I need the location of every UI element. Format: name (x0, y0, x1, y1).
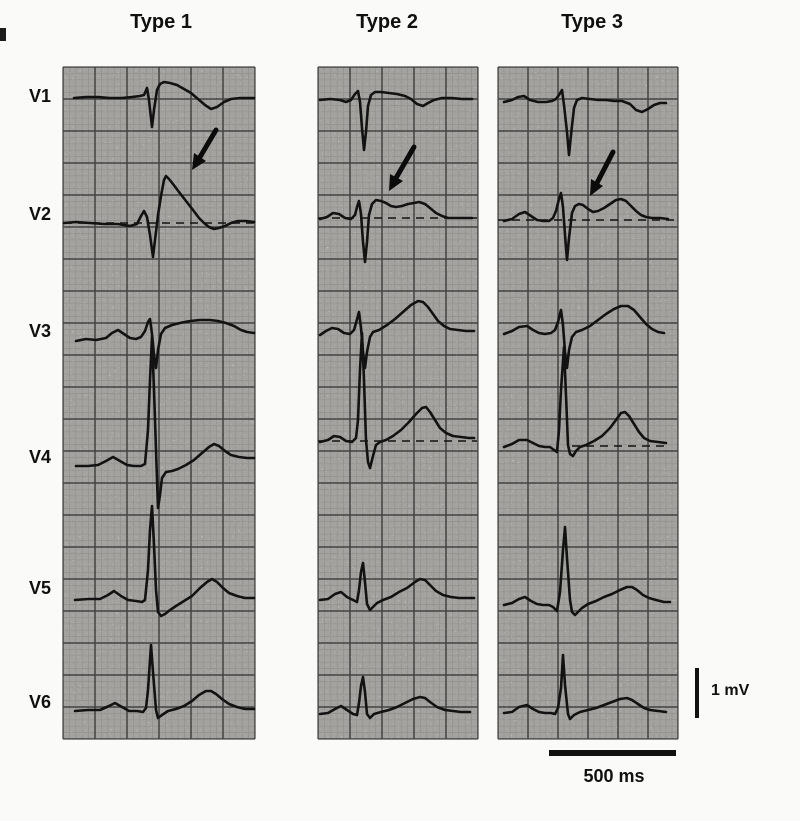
column-title-type3: Type 3 (561, 11, 623, 33)
ecg-panel-type1 (62, 66, 256, 740)
scan-noise-overlay (63, 67, 255, 739)
lead-label-v5: V5 (28, 578, 52, 598)
lead-label-v6: V6 (28, 692, 52, 712)
ecg-panel-type3 (497, 66, 679, 740)
scan-noise-overlay (318, 67, 478, 739)
column-title-type2: Type 2 (356, 11, 418, 33)
lead-label-v4: V4 (28, 447, 52, 467)
time-scale-label: 500 ms (583, 766, 645, 786)
lead-label-v2: V2 (28, 204, 52, 224)
ecg-panel-type2 (317, 66, 479, 740)
scan-artifact-mark (0, 28, 6, 41)
lead-label-v1: V1 (28, 86, 52, 106)
lead-label-v3: V3 (28, 321, 52, 341)
column-title-type1: Type 1 (130, 11, 192, 33)
scan-noise-overlay (498, 67, 678, 739)
voltage-scale-label: 1 mV (711, 682, 750, 699)
ecg-panels-group (62, 66, 699, 756)
